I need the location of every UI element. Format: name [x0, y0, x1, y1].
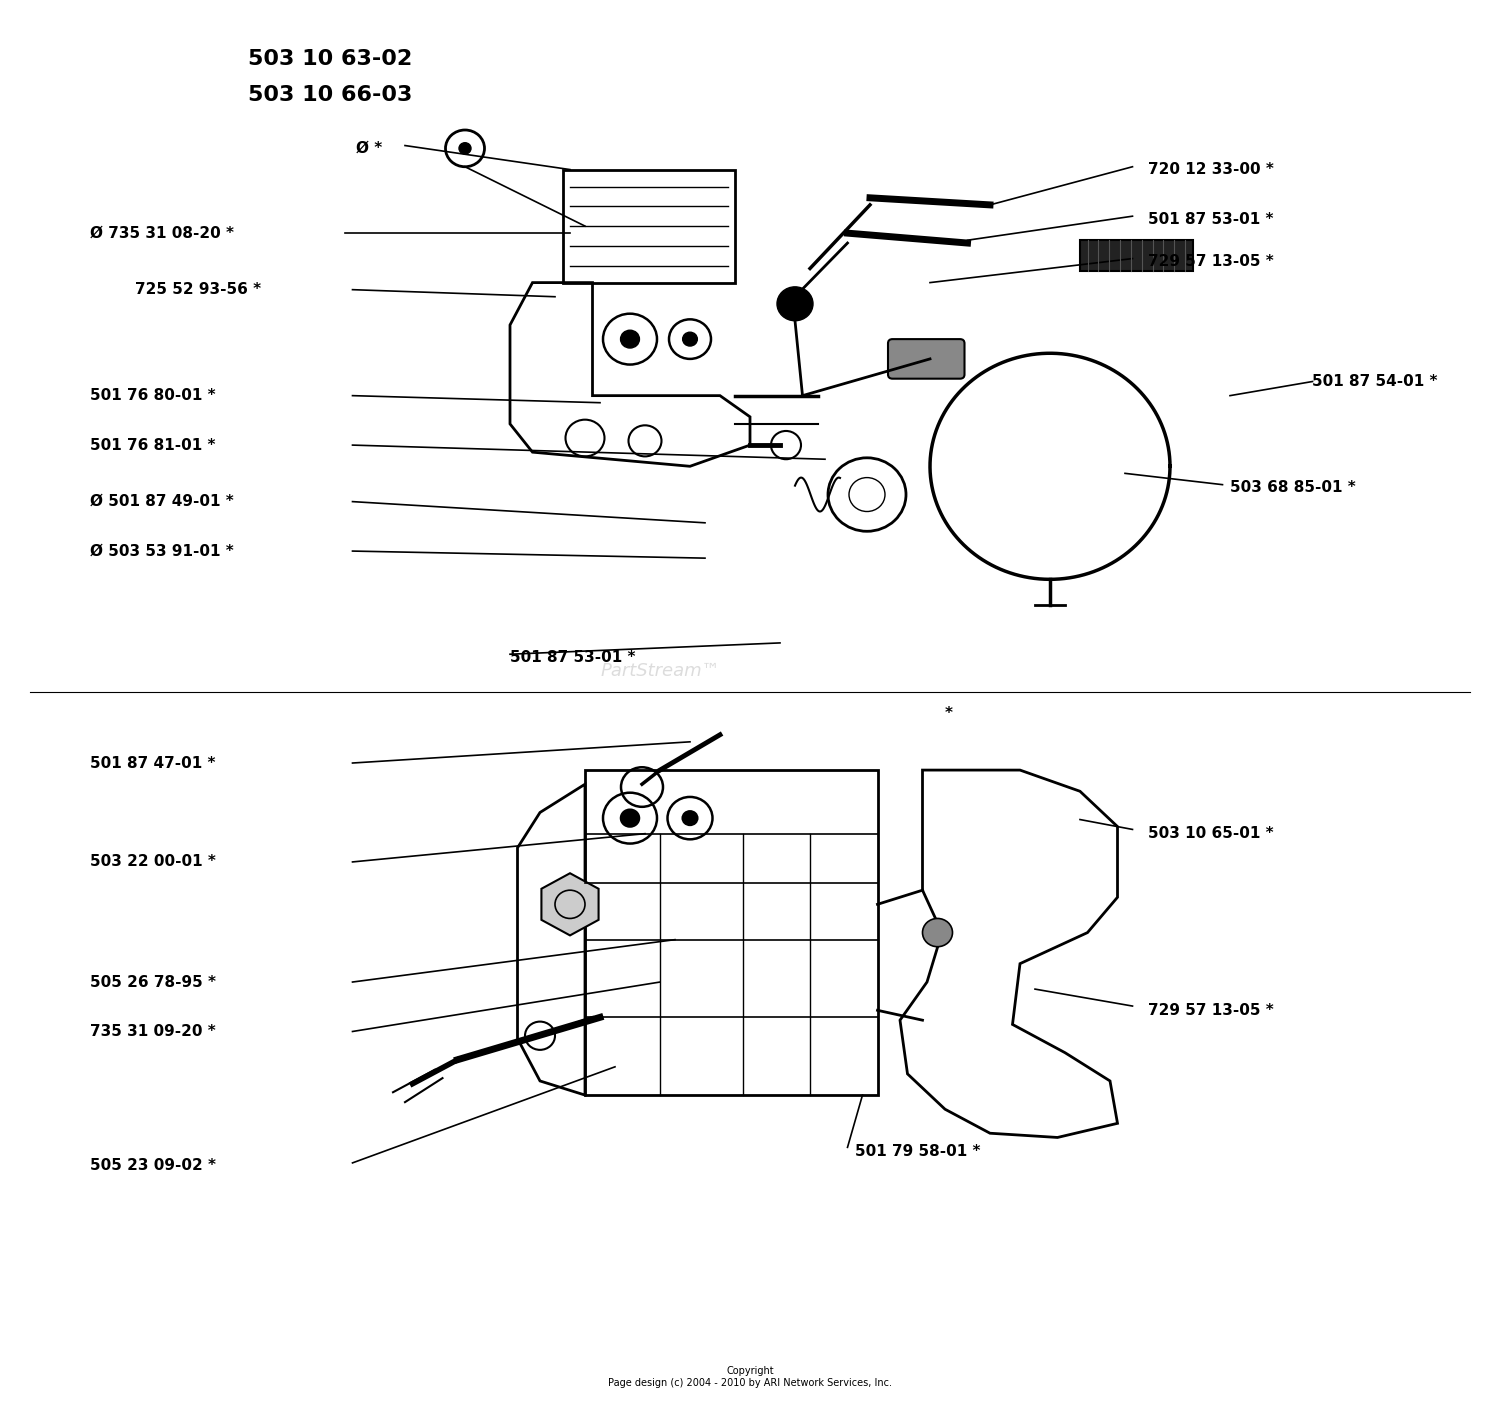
Text: 501 87 53-01 *: 501 87 53-01 *: [1148, 212, 1274, 226]
Text: Ø 503 53 91-01 *: Ø 503 53 91-01 *: [90, 544, 234, 558]
Text: 503 10 65-01 *: 503 10 65-01 *: [1148, 827, 1274, 841]
Circle shape: [621, 331, 639, 348]
Text: 505 23 09-02 *: 505 23 09-02 *: [90, 1159, 216, 1173]
Circle shape: [777, 287, 813, 321]
Text: Copyright
Page design (c) 2004 - 2010 by ARI Network Services, Inc.: Copyright Page design (c) 2004 - 2010 by…: [608, 1366, 892, 1388]
Circle shape: [922, 918, 952, 947]
Text: PartStream™: PartStream™: [600, 663, 720, 680]
Text: 501 87 47-01 *: 501 87 47-01 *: [90, 756, 216, 770]
Text: 503 10 66-03: 503 10 66-03: [248, 85, 412, 105]
Circle shape: [459, 143, 471, 154]
Text: 729 57 13-05 *: 729 57 13-05 *: [1148, 254, 1274, 268]
Text: 503 10 63-02: 503 10 63-02: [248, 49, 412, 69]
Circle shape: [681, 810, 699, 827]
Circle shape: [620, 808, 640, 828]
Text: 729 57 13-05 *: 729 57 13-05 *: [1148, 1003, 1274, 1017]
FancyBboxPatch shape: [1080, 240, 1192, 271]
Circle shape: [682, 332, 698, 346]
Text: 503 22 00-01 *: 503 22 00-01 *: [90, 855, 216, 869]
Text: Ø 735 31 08-20 *: Ø 735 31 08-20 *: [90, 226, 234, 240]
Text: 505 26 78-95 *: 505 26 78-95 *: [90, 975, 216, 989]
Text: 501 76 81-01 *: 501 76 81-01 *: [90, 438, 216, 452]
Text: 501 79 58-01 *: 501 79 58-01 *: [855, 1145, 981, 1159]
Text: 501 87 54-01 *: 501 87 54-01 *: [1312, 374, 1438, 389]
Text: 725 52 93-56 *: 725 52 93-56 *: [135, 283, 261, 297]
Text: 501 87 53-01 *: 501 87 53-01 *: [510, 650, 636, 664]
Text: 503 68 85-01 *: 503 68 85-01 *: [1230, 480, 1356, 495]
Text: 735 31 09-20 *: 735 31 09-20 *: [90, 1024, 216, 1039]
Text: Ø 501 87 49-01 *: Ø 501 87 49-01 *: [90, 495, 234, 509]
Text: 501 76 80-01 *: 501 76 80-01 *: [90, 389, 216, 403]
Text: 720 12 33-00 *: 720 12 33-00 *: [1148, 162, 1274, 177]
FancyBboxPatch shape: [888, 339, 965, 379]
Text: Ø *: Ø *: [357, 141, 382, 155]
Polygon shape: [542, 873, 598, 935]
Text: *: *: [945, 706, 952, 721]
